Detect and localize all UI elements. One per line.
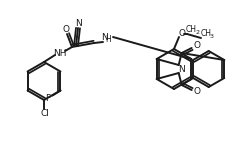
- Text: 2: 2: [195, 30, 199, 36]
- Text: CH: CH: [185, 26, 197, 35]
- Text: CH: CH: [201, 29, 211, 38]
- Text: H: H: [105, 36, 111, 45]
- Text: O: O: [178, 29, 185, 38]
- Text: N: N: [178, 64, 185, 73]
- Text: N: N: [76, 18, 82, 27]
- Text: O: O: [193, 88, 200, 96]
- Text: 3: 3: [210, 35, 214, 39]
- Text: Cl: Cl: [41, 110, 49, 118]
- Text: N: N: [101, 34, 107, 42]
- Text: O: O: [193, 41, 200, 50]
- Text: NH: NH: [53, 49, 67, 58]
- Text: O: O: [62, 25, 70, 34]
- Text: F: F: [45, 94, 50, 103]
